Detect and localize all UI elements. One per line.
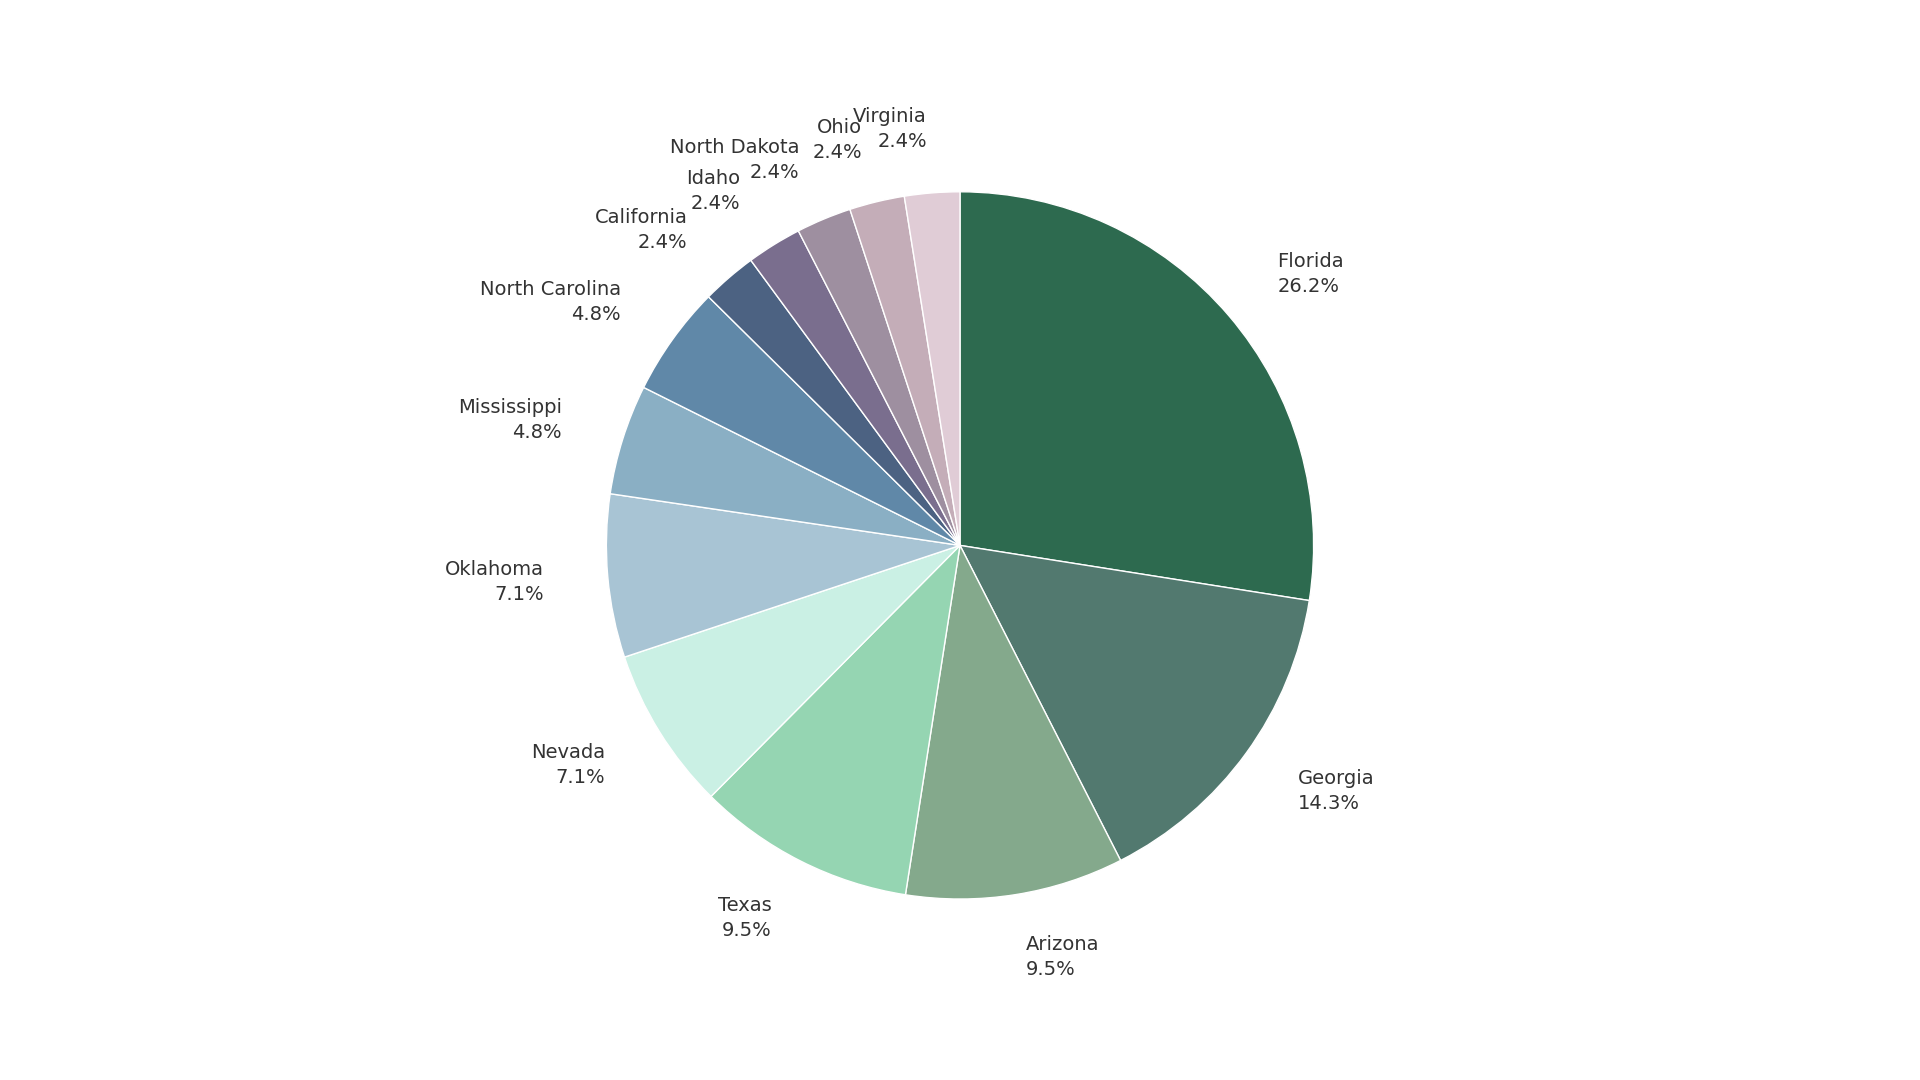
Text: Oklahoma
7.1%: Oklahoma 7.1%: [445, 559, 545, 604]
Wedge shape: [904, 192, 960, 545]
Text: Nevada
7.1%: Nevada 7.1%: [532, 743, 605, 787]
Text: Florida
26.2%: Florida 26.2%: [1277, 253, 1344, 296]
Text: Texas
9.5%: Texas 9.5%: [718, 895, 772, 940]
Wedge shape: [799, 210, 960, 545]
Wedge shape: [851, 197, 960, 545]
Text: Virginia
2.4%: Virginia 2.4%: [852, 107, 927, 151]
Text: Ohio
2.4%: Ohio 2.4%: [812, 118, 862, 162]
Wedge shape: [708, 260, 960, 545]
Text: North Dakota
2.4%: North Dakota 2.4%: [670, 138, 799, 183]
Wedge shape: [960, 545, 1309, 861]
Wedge shape: [643, 297, 960, 545]
Wedge shape: [624, 545, 960, 796]
Text: Mississippi
4.8%: Mississippi 4.8%: [459, 399, 563, 442]
Wedge shape: [611, 388, 960, 545]
Wedge shape: [960, 192, 1313, 600]
Text: Arizona
9.5%: Arizona 9.5%: [1025, 935, 1100, 980]
Wedge shape: [710, 545, 960, 895]
Wedge shape: [906, 545, 1121, 899]
Wedge shape: [751, 231, 960, 545]
Text: Georgia
14.3%: Georgia 14.3%: [1298, 769, 1375, 812]
Text: North Carolina
4.8%: North Carolina 4.8%: [480, 281, 620, 324]
Text: California
2.4%: California 2.4%: [595, 207, 687, 252]
Text: Idaho
2.4%: Idaho 2.4%: [687, 168, 741, 213]
Wedge shape: [607, 494, 960, 657]
